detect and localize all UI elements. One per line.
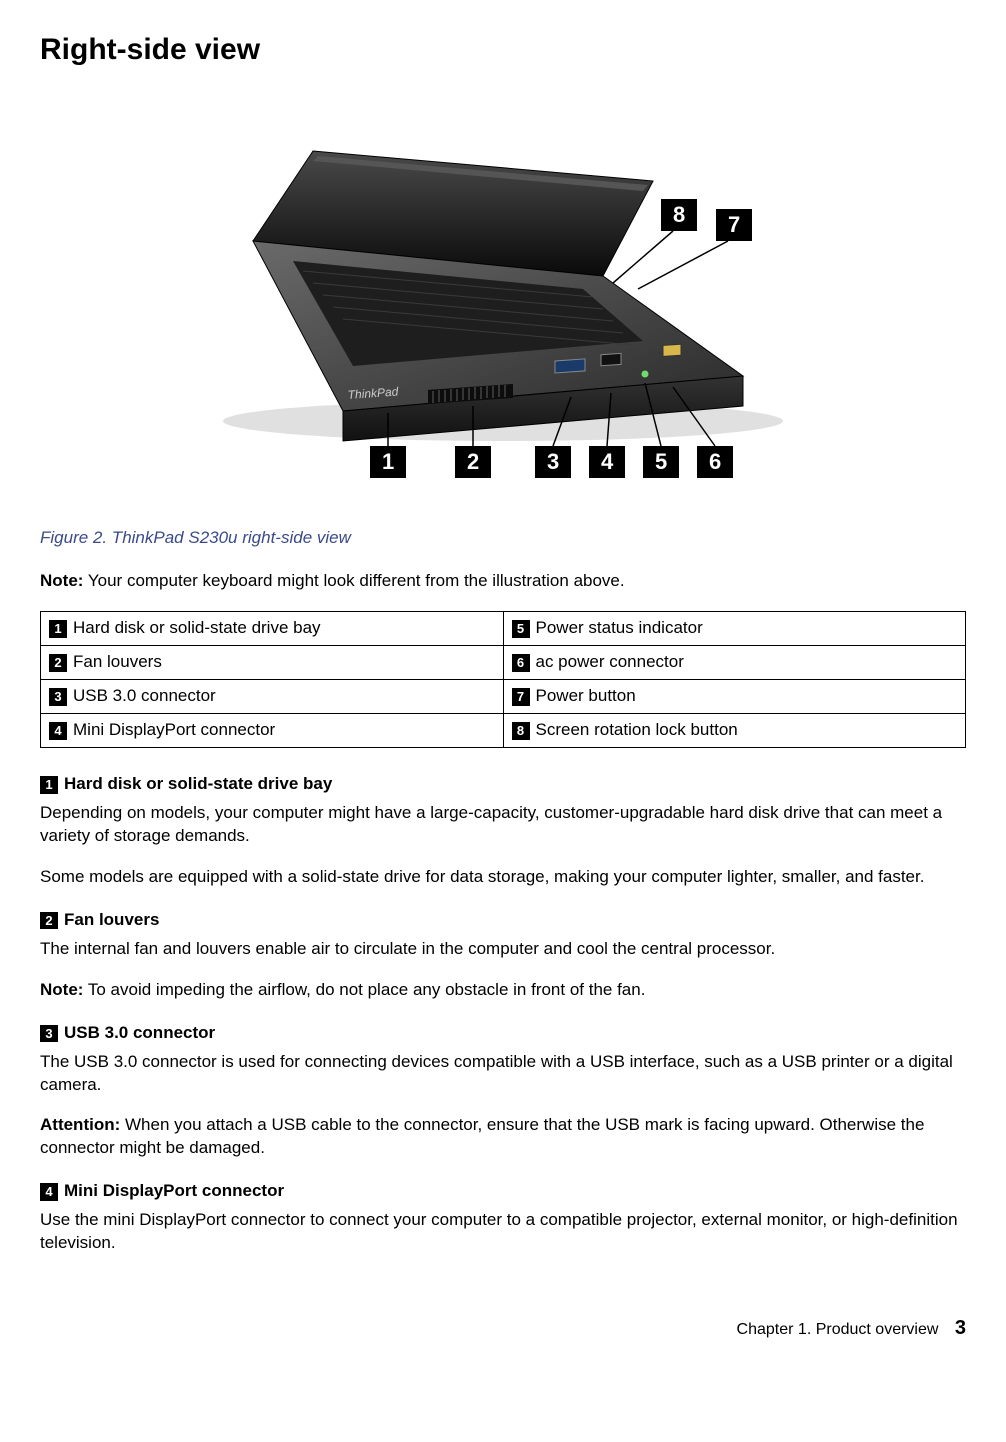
num-badge: 6 — [512, 654, 530, 672]
note-label: Note: — [40, 980, 83, 999]
section-1-p1: Depending on models, your computer might… — [40, 802, 966, 848]
callout-4: 4 — [589, 446, 625, 478]
table-row: 1 Hard disk or solid-state drive bay 5 Pow… — [41, 612, 966, 646]
section-1-p2: Some models are equipped with a solid-st… — [40, 866, 966, 889]
section-title: USB 3.0 connector — [64, 1023, 215, 1042]
page-title: Right-side view — [40, 30, 966, 71]
callout-2: 2 — [455, 446, 491, 478]
footer-chapter: Chapter 1. Product overview — [737, 1321, 939, 1338]
section-2-head: 2 Fan louvers — [40, 909, 966, 932]
num-badge: 2 — [40, 912, 58, 930]
svg-text:4: 4 — [601, 449, 614, 474]
callout-5: 5 — [643, 446, 679, 478]
cell-label: ac power connector — [536, 652, 684, 671]
num-badge: 2 — [49, 654, 67, 672]
num-badge: 4 — [49, 722, 67, 740]
svg-text:5: 5 — [655, 449, 667, 474]
callout-1: 1 — [370, 446, 406, 478]
table-row: 2 Fan louvers 6 ac power connector — [41, 646, 966, 680]
note-label: Note: — [40, 571, 83, 590]
section-title: Fan louvers — [64, 910, 159, 929]
num-badge: 3 — [40, 1025, 58, 1043]
note-text: To avoid impeding the airflow, do not pl… — [83, 980, 645, 999]
cell-label: Power status indicator — [536, 618, 703, 637]
num-badge: 8 — [512, 722, 530, 740]
section-4-head: 4 Mini DisplayPort connector — [40, 1180, 966, 1203]
section-2-p1: The internal fan and louvers enable air … — [40, 938, 966, 961]
svg-text:3: 3 — [547, 449, 559, 474]
svg-text:8: 8 — [673, 202, 685, 227]
svg-text:2: 2 — [467, 449, 479, 474]
page-footer: Chapter 1. Product overview 3 — [40, 1315, 966, 1342]
footer-page-number: 3 — [955, 1317, 966, 1339]
note-keyboard: Note: Your computer keyboard might look … — [40, 570, 966, 593]
section-title: Mini DisplayPort connector — [64, 1181, 284, 1200]
attention-label: Attention: — [40, 1115, 120, 1134]
callout-6: 6 — [697, 446, 733, 478]
callout-7: 7 — [716, 209, 752, 241]
cell-label: Hard disk or solid-state drive bay — [73, 618, 321, 637]
num-badge: 4 — [40, 1183, 58, 1201]
attention-text: When you attach a USB cable to the conne… — [40, 1115, 924, 1157]
num-badge: 1 — [49, 620, 67, 638]
svg-text:7: 7 — [728, 212, 740, 237]
section-3-p1: The USB 3.0 connector is used for connec… — [40, 1051, 966, 1097]
svg-text:1: 1 — [382, 449, 394, 474]
figure-area: ThinkPad — [40, 111, 966, 498]
cell-label: USB 3.0 connector — [73, 686, 216, 705]
section-3-head: 3 USB 3.0 connector — [40, 1022, 966, 1045]
cell-label: Screen rotation lock button — [536, 720, 738, 739]
num-badge: 5 — [512, 620, 530, 638]
cell-label: Fan louvers — [73, 652, 162, 671]
num-badge: 7 — [512, 688, 530, 706]
note-text: Your computer keyboard might look differ… — [83, 571, 624, 590]
section-3-attention: Attention: When you attach a USB cable t… — [40, 1114, 966, 1160]
table-row: 3 USB 3.0 connector 7 Power button — [41, 680, 966, 714]
num-badge: 1 — [40, 776, 58, 794]
callout-3: 3 — [535, 446, 571, 478]
section-4-p1: Use the mini DisplayPort connector to co… — [40, 1209, 966, 1255]
section-1-head: 1 Hard disk or solid-state drive bay — [40, 773, 966, 796]
figure-caption: Figure 2. ThinkPad S230u right-side view — [40, 527, 966, 550]
laptop-diagram: ThinkPad — [183, 111, 823, 491]
section-2-note: Note: To avoid impeding the airflow, do … — [40, 979, 966, 1002]
num-badge: 3 — [49, 688, 67, 706]
callout-8: 8 — [661, 199, 697, 231]
table-row: 4 Mini DisplayPort connector 8 Screen rota… — [41, 714, 966, 748]
callout-table: 1 Hard disk or solid-state drive bay 5 Pow… — [40, 611, 966, 748]
cell-label: Power button — [536, 686, 636, 705]
cell-label: Mini DisplayPort connector — [73, 720, 275, 739]
section-title: Hard disk or solid-state drive bay — [64, 774, 332, 793]
svg-text:6: 6 — [709, 449, 721, 474]
